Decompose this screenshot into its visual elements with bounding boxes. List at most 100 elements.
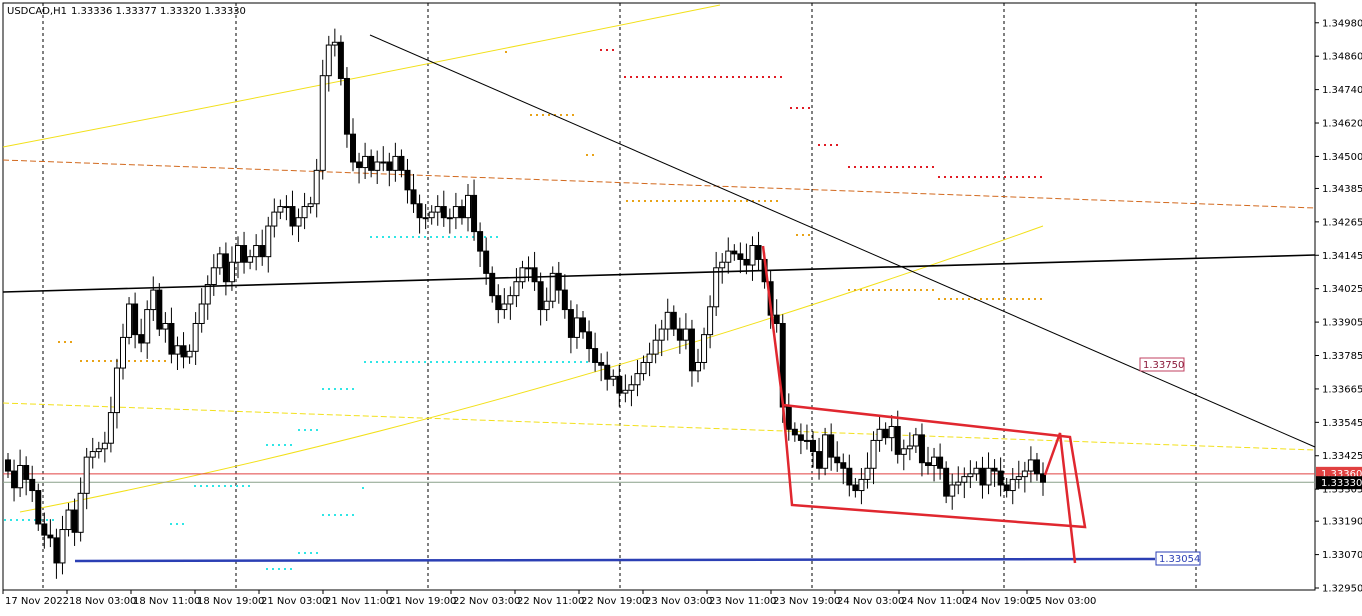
red-dot <box>802 107 804 109</box>
red-dot <box>714 76 716 78</box>
candle-body <box>973 467 980 475</box>
candle <box>713 251 720 316</box>
orange-dot <box>80 360 82 362</box>
cyan-dot <box>10 519 12 521</box>
candle <box>368 149 375 178</box>
cyan-dot <box>388 361 390 363</box>
cyan-dot <box>340 388 342 390</box>
candle-body <box>422 217 429 220</box>
candle-body <box>912 434 919 447</box>
candle <box>156 283 163 337</box>
channel-orange-dashed <box>2 159 1316 209</box>
y-tick-label: 1.33785 <box>1322 351 1362 362</box>
candle-body <box>489 272 496 297</box>
candle <box>840 453 847 485</box>
orange-dot <box>536 114 538 116</box>
red-dot <box>624 76 626 78</box>
cyan-dot <box>266 568 268 570</box>
candle-body <box>931 456 938 466</box>
candle <box>676 317 683 354</box>
candle <box>979 456 986 499</box>
candle <box>997 457 1004 497</box>
x-tick-label: 24 Nov 11:00 <box>901 596 968 607</box>
orange-dot <box>992 298 994 300</box>
cyan-dot <box>322 514 324 516</box>
candle <box>440 190 447 227</box>
red-dot <box>732 76 734 78</box>
y-tick-label: 1.34265 <box>1322 217 1362 228</box>
candle-body <box>5 459 11 472</box>
cyan-dot <box>46 519 48 521</box>
orange-dot <box>878 289 880 291</box>
red-dot <box>750 76 752 78</box>
cyan-dot <box>448 236 450 238</box>
candle-body <box>253 245 260 258</box>
flag-pattern <box>761 245 1087 529</box>
red-dot <box>830 144 832 146</box>
orange-dot <box>146 360 148 362</box>
red-dot <box>968 176 970 178</box>
candle-body <box>1009 478 1016 492</box>
candle-body <box>549 272 556 302</box>
candle <box>465 183 471 232</box>
candle-body <box>89 451 96 458</box>
candle <box>253 234 260 271</box>
candle-body <box>743 258 750 266</box>
candle <box>180 332 187 369</box>
candle <box>943 461 950 504</box>
candle <box>1027 446 1034 483</box>
cyan-dot <box>388 236 390 238</box>
cyan-dot <box>436 236 438 238</box>
orange-dot <box>980 298 982 300</box>
candle-body <box>307 203 314 208</box>
cyan-dot <box>562 361 564 363</box>
orange-dot <box>1010 298 1012 300</box>
candle <box>894 410 901 464</box>
red-dot <box>630 76 632 78</box>
candle-body <box>543 300 550 311</box>
flag-projection <box>1043 432 1077 564</box>
orange-dot <box>950 298 952 300</box>
candle <box>785 393 792 441</box>
candle <box>89 437 96 469</box>
cyan-dot <box>484 236 486 238</box>
orange-dot <box>956 298 958 300</box>
candle-body <box>1015 476 1022 480</box>
candle-body <box>713 267 720 308</box>
cyan-dot <box>508 361 510 363</box>
orange-dot <box>1034 298 1036 300</box>
candle <box>967 460 974 489</box>
cyan-dot <box>272 444 274 446</box>
orange-dot <box>998 298 1000 300</box>
orange-dot <box>1040 298 1042 300</box>
cyan-dot <box>236 485 238 487</box>
cyan-dot <box>316 429 318 431</box>
orange-dot <box>734 200 736 202</box>
red-dot <box>726 76 728 78</box>
candle-body <box>1033 459 1040 475</box>
candle-body <box>834 456 841 464</box>
candle-body <box>440 206 447 219</box>
candle <box>628 375 635 407</box>
y-tick-label: 1.33425 <box>1322 451 1362 462</box>
candle-body <box>561 289 568 311</box>
candle-body <box>676 328 683 341</box>
cyan-dot <box>170 523 172 525</box>
y-tick-label: 1.34025 <box>1322 284 1362 295</box>
candle-body <box>465 194 471 219</box>
candle <box>797 423 804 455</box>
orange-dot <box>566 114 568 116</box>
candle <box>810 431 816 468</box>
y-tick-label: 1.34980 <box>1322 18 1362 29</box>
candle <box>374 150 381 184</box>
orange-dot <box>962 298 964 300</box>
candle-body <box>186 350 193 358</box>
candle <box>452 192 459 230</box>
candle-body <box>192 322 199 352</box>
candle-body <box>949 484 956 497</box>
x-tick-label: 22 Nov 03:00 <box>453 596 520 607</box>
candle <box>900 439 907 471</box>
cyan-dot <box>586 361 588 363</box>
red-dot <box>986 176 988 178</box>
